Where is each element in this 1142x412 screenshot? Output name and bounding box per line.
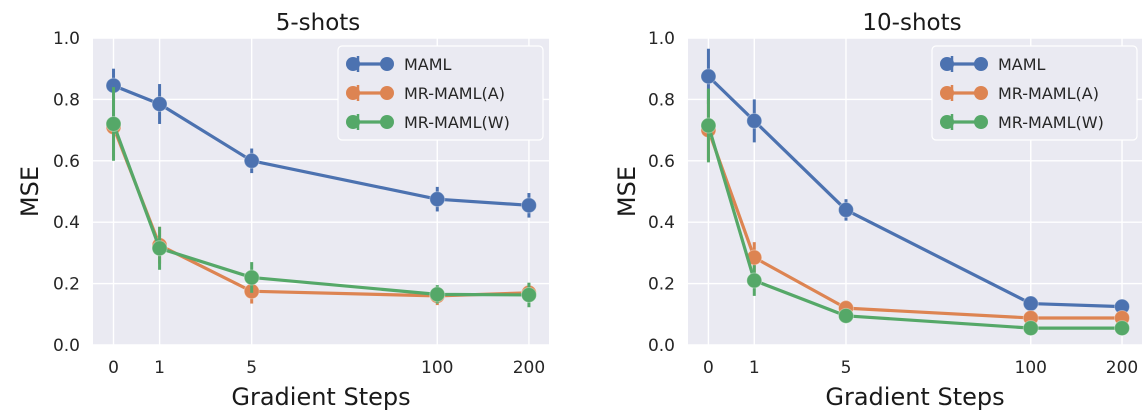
legend-swatch-marker xyxy=(974,57,988,71)
chart-title: 10-shots xyxy=(862,10,961,36)
x-tick-label: 1 xyxy=(749,358,760,378)
data-point xyxy=(243,269,260,286)
chart-panel-2: 0.0 0.2 0.4 0.6 0.8 1.0 0 1 5 100 200 10-shots Gradi… xyxy=(613,10,1142,411)
data-point xyxy=(429,191,446,208)
y-tick-label: 0.6 xyxy=(648,152,675,172)
data-point xyxy=(837,201,854,218)
y-tick-label: 0.4 xyxy=(53,213,80,233)
legend-swatch-marker xyxy=(940,115,954,129)
legend: MAML MR-MAML(A) MR-MAML(W) xyxy=(931,45,1138,141)
legend-swatch-marker xyxy=(974,115,988,129)
x-axis-label: Gradient Steps xyxy=(231,383,410,411)
series-maml xyxy=(700,48,1131,315)
legend-swatch-marker xyxy=(346,86,360,100)
y-tick-label: 1.0 xyxy=(53,29,80,49)
legend-label: MR-MAML(W) xyxy=(998,113,1104,132)
legend-label: MAML xyxy=(404,55,452,74)
y-tick-label: 0.0 xyxy=(53,336,80,356)
x-tick-label: 200 xyxy=(513,358,545,378)
series-mr-maml-w- xyxy=(105,87,537,308)
data-point xyxy=(1022,320,1039,337)
legend-swatch-marker xyxy=(380,86,394,100)
legend: MAML MR-MAML(A) MR-MAML(W) xyxy=(337,45,544,141)
data-point xyxy=(105,115,122,132)
data-point xyxy=(151,240,168,257)
legend-swatch-marker xyxy=(380,115,394,129)
data-point xyxy=(151,96,168,113)
legend-label: MR-MAML(W) xyxy=(404,113,510,132)
legend-swatch-marker xyxy=(346,57,360,71)
x-tick-label: 5 xyxy=(246,358,257,378)
x-tick-label: 100 xyxy=(421,358,453,378)
x-axis-label: Gradient Steps xyxy=(825,383,1004,411)
chart-title: 5-shots xyxy=(276,10,361,36)
x-tick-label: 1 xyxy=(154,358,165,378)
legend-label: MR-MAML(A) xyxy=(998,84,1099,103)
legend-swatch-marker xyxy=(940,57,954,71)
x-tick-label: 100 xyxy=(1015,358,1047,378)
data-point xyxy=(700,68,717,85)
y-tick-label: 0.6 xyxy=(53,152,80,172)
y-tick-label: 1.0 xyxy=(648,29,675,49)
y-tick-label: 0.4 xyxy=(648,213,675,233)
chart-panel-1: 0.0 0.2 0.4 0.6 0.8 1.0 0 1 5 100 200 5-shots Gradie… xyxy=(16,10,549,411)
series-mr-maml-w- xyxy=(700,88,1131,337)
x-tick-label: 0 xyxy=(703,358,714,378)
y-axis-label: MSE xyxy=(16,166,44,217)
legend-swatch-marker xyxy=(940,86,954,100)
data-point xyxy=(1022,295,1039,312)
x-tick-label: 200 xyxy=(1106,358,1138,378)
x-tick-label: 0 xyxy=(108,358,119,378)
data-point xyxy=(520,286,537,303)
data-point xyxy=(429,286,446,303)
x-tick-label: 5 xyxy=(841,358,852,378)
legend-swatch-marker xyxy=(346,115,360,129)
legend-swatch-marker xyxy=(974,86,988,100)
data-point xyxy=(746,272,763,289)
y-tick-label: 0.0 xyxy=(648,336,675,356)
legend-label: MR-MAML(A) xyxy=(404,84,505,103)
legend-label: MAML xyxy=(998,55,1046,74)
legend-swatch-marker xyxy=(380,57,394,71)
data-point xyxy=(746,112,763,129)
y-tick-label: 0.2 xyxy=(648,275,675,295)
data-point xyxy=(1114,320,1131,337)
y-tick-label: 0.8 xyxy=(648,90,675,110)
y-tick-label: 0.2 xyxy=(53,275,80,295)
y-tick-label: 0.8 xyxy=(53,90,80,110)
y-axis-label: MSE xyxy=(613,166,641,217)
data-point xyxy=(520,197,537,214)
data-point xyxy=(837,307,854,324)
data-point xyxy=(243,152,260,169)
data-point xyxy=(700,117,717,134)
